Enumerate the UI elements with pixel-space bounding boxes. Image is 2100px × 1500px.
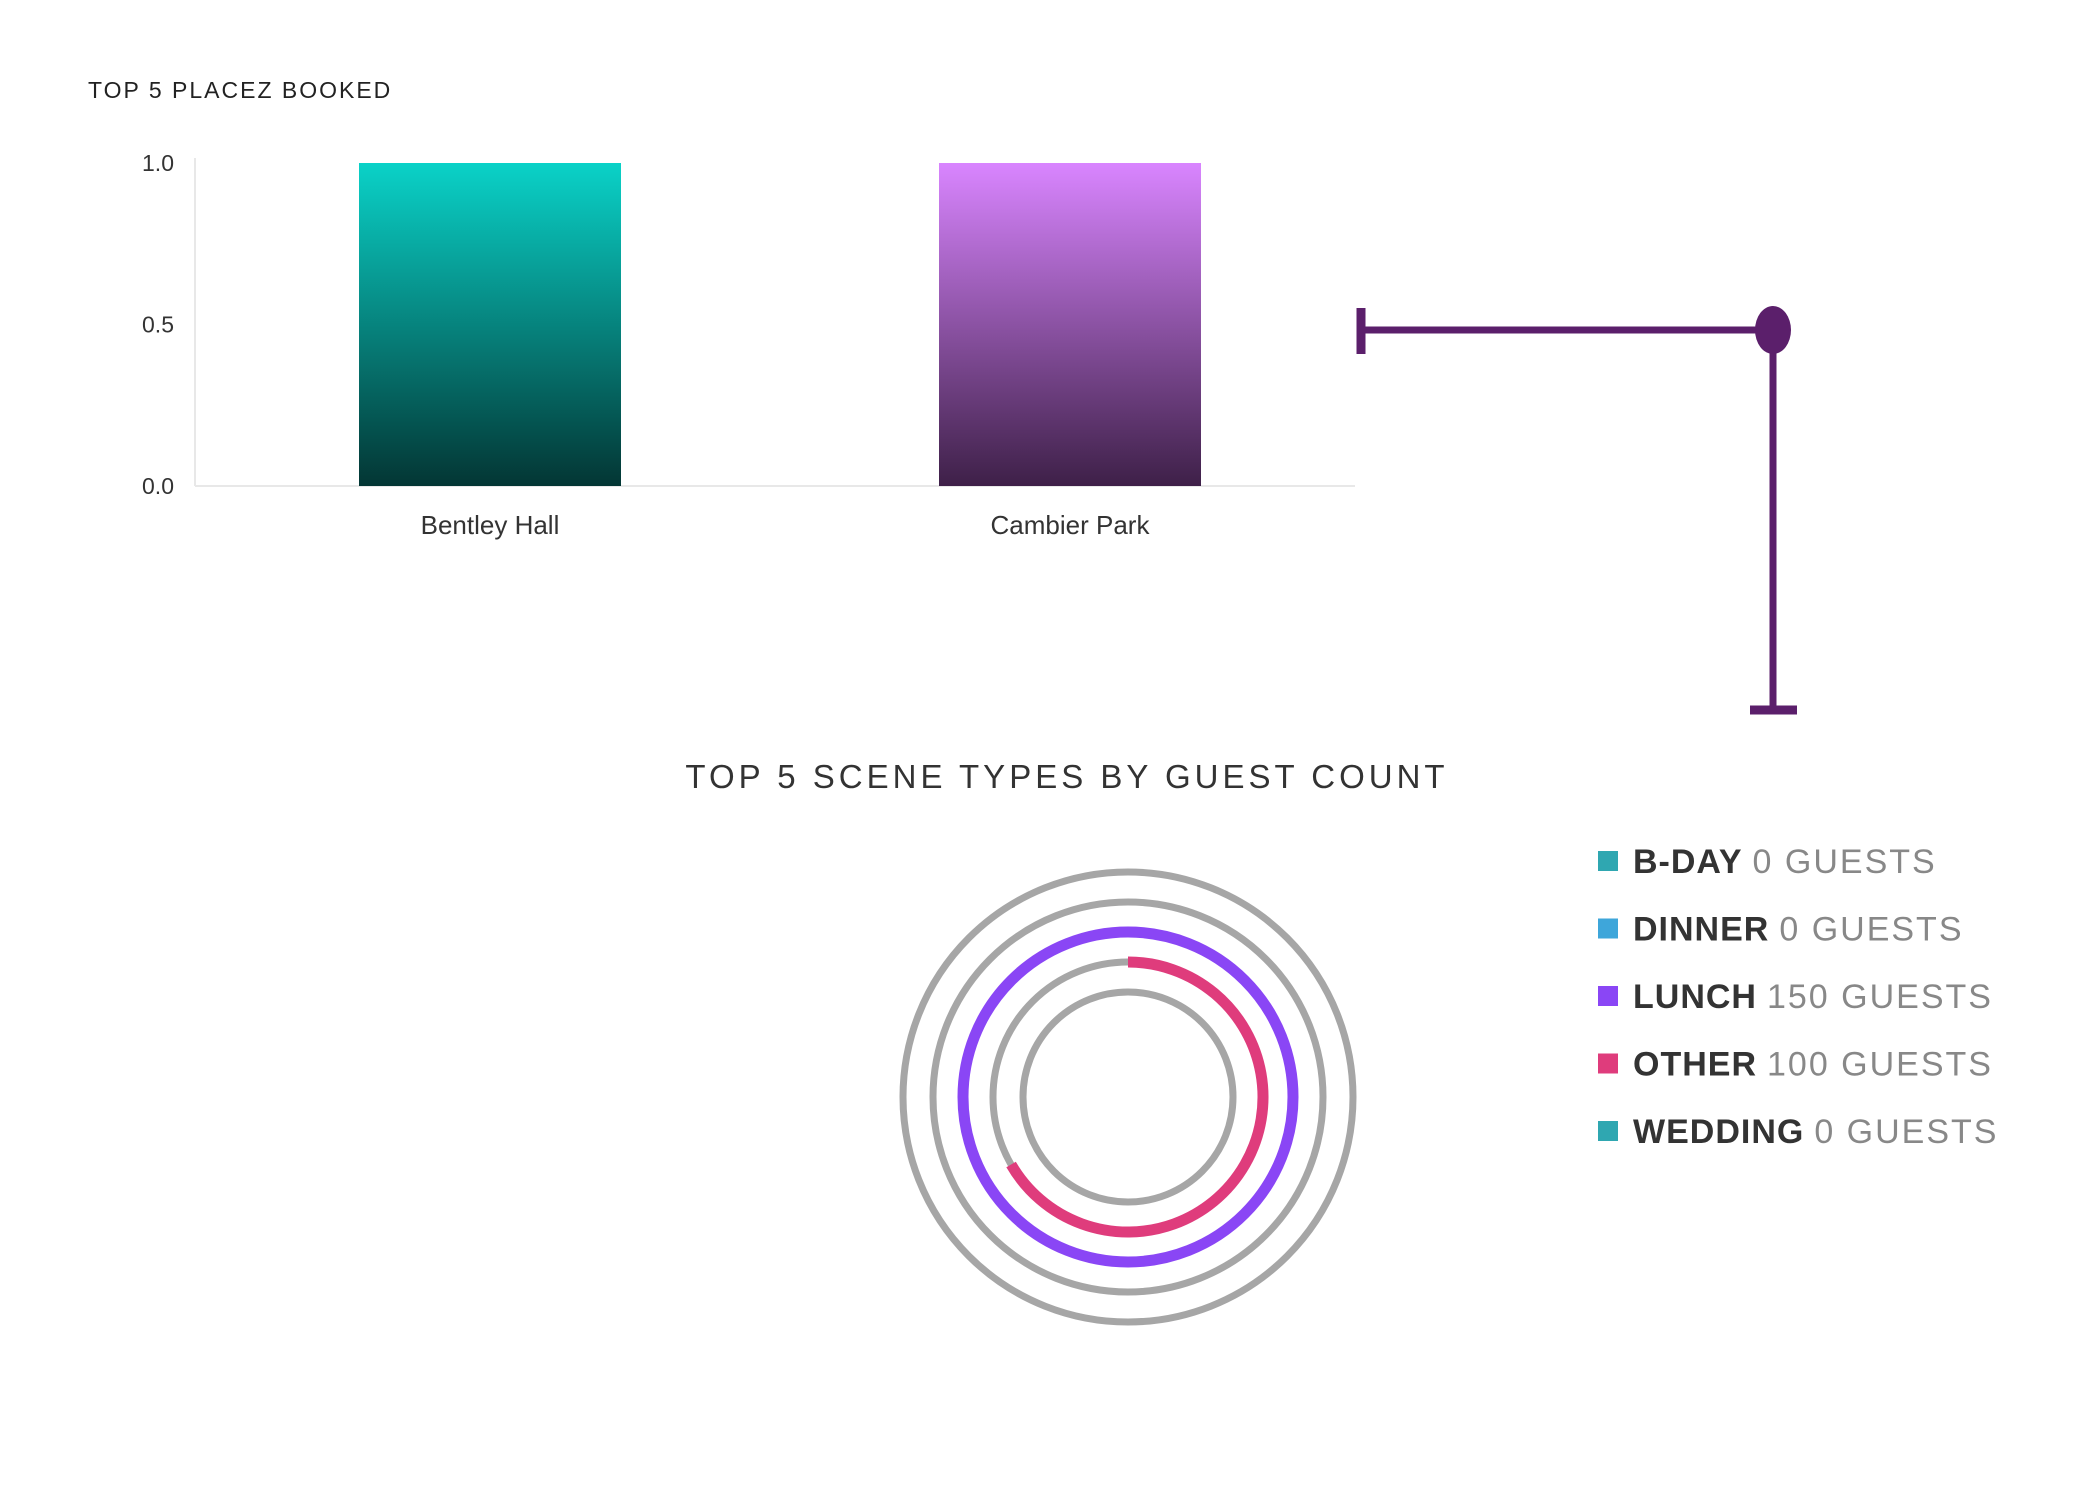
y-tick-label: 0.0 [142,473,174,499]
legend-text: WEDDING 0 GUESTS [1633,1113,1999,1151]
radial-chart-title: TOP 5 SCENE TYPES BY GUEST COUNT [685,758,1448,795]
legend-text: B-DAY 0 GUESTS [1633,843,1937,881]
legend-text: DINNER 0 GUESTS [1633,911,1964,949]
legend-swatch [1598,918,1618,939]
legend-swatch [1598,1053,1618,1074]
bar-cambier-park[interactable] [939,163,1201,486]
legend-swatch [1598,1121,1618,1141]
legend-series-name: B-DAY [1633,843,1743,881]
legend-series-value: 0 GUESTS [1779,911,1963,949]
bar-bentley-hall[interactable] [359,163,621,486]
ring-track-dinner [929,898,1327,1296]
legend-series-name: DINNER [1633,911,1769,949]
legend-series-name: WEDDING [1633,1113,1804,1151]
legend-item-wedding[interactable]: WEDDING 0 GUESTS [1598,1113,1999,1151]
top-placez-bar-chart: TOP 5 PLACEZ BOOKED 1.0 0.5 0.0 Bentley Ha… [88,77,1355,540]
y-tick-label: 1.0 [142,150,174,176]
legend-series-value: 100 GUESTS [1767,1046,1993,1084]
x-category-label: Bentley Hall [421,510,560,540]
legend-swatch [1598,986,1618,1006]
legend-item-other[interactable]: OTHER 100 GUESTS [1598,1046,1993,1084]
legend-swatch [1598,851,1618,871]
legend-item-b-day[interactable]: B-DAY 0 GUESTS [1598,843,1937,881]
bar-chart-title: TOP 5 PLACEZ BOOKED [88,77,392,103]
legend-series-name: LUNCH [1633,978,1757,1016]
legend-item-lunch[interactable]: LUNCH 150 GUESTS [1598,978,1993,1016]
legend-series-value: 0 GUESTS [1753,843,1937,881]
legend-text: OTHER 100 GUESTS [1633,1046,1993,1084]
y-tick-label: 0.5 [142,312,174,338]
legend-series-name: OTHER [1633,1046,1757,1084]
ring-arc-other[interactable] [1006,956,1269,1238]
x-category-label: Cambier Park [991,510,1151,540]
connector-line [1356,306,1797,715]
legend-series-value: 150 GUESTS [1767,978,1993,1016]
ring-track-wedding [1019,988,1237,1206]
legend-item-dinner[interactable]: DINNER 0 GUESTS [1598,911,1964,949]
scene-types-radial-chart: TOP 5 SCENE TYPES BY GUEST COUNT B-DAY 0 … [685,758,1999,1326]
ring-arc-lunch[interactable] [957,926,1299,1268]
ring-track-b-day [899,868,1357,1326]
legend-text: LUNCH 150 GUESTS [1633,978,1993,1016]
legend-series-value: 0 GUESTS [1814,1113,1998,1151]
